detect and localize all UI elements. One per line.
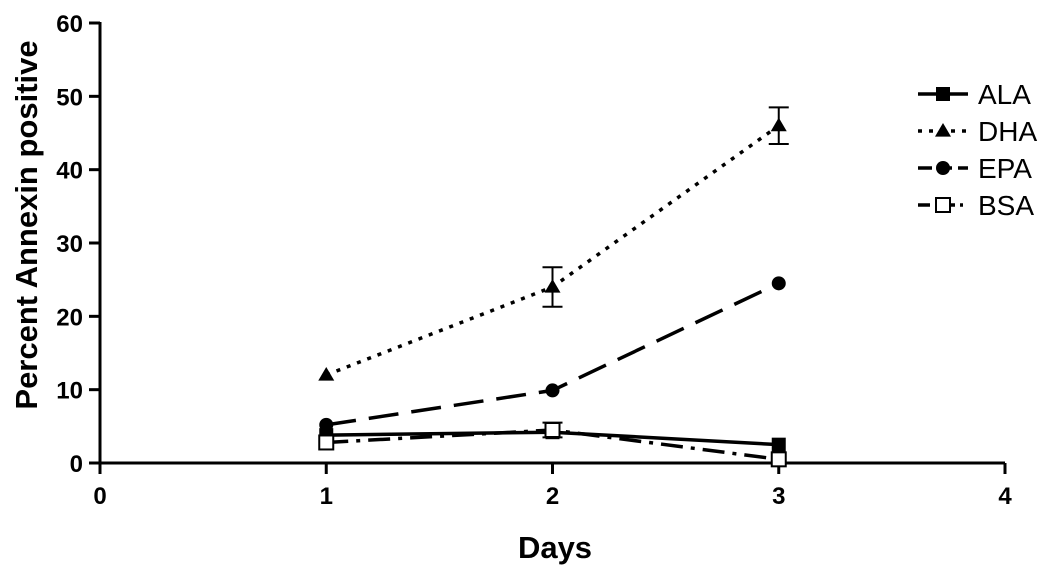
legend-marker	[936, 161, 950, 175]
x-tick-label: 1	[320, 483, 333, 510]
data-point-bsa	[770, 451, 787, 468]
legend-item-epa: EPA	[918, 153, 1032, 184]
y-tick-label: 20	[56, 304, 83, 331]
data-point-ala	[771, 437, 786, 452]
series-line-dha	[325, 124, 780, 377]
legend-item-bsa: BSA	[918, 190, 1034, 221]
series-layer	[318, 106, 789, 468]
series-dha	[318, 106, 789, 381]
data-point-dha	[544, 278, 561, 293]
y-tick-label: 50	[56, 84, 83, 111]
legend-marker	[935, 122, 951, 137]
x-axis-title: Days	[518, 530, 592, 565]
y-tick-label: 30	[56, 231, 83, 258]
legend-item-ala: ALA	[918, 79, 1031, 110]
data-point-epa	[319, 417, 334, 432]
legend-label: BSA	[978, 190, 1034, 221]
legend-label: DHA	[978, 116, 1037, 147]
legend: ALA DHA EPA BSA	[918, 79, 1037, 221]
legend-marker	[936, 87, 950, 101]
y-axis-title: Percent Annexin positive	[9, 40, 44, 409]
y-tick-label: 60	[56, 11, 83, 38]
x-tick-label: 3	[772, 483, 785, 510]
data-point-dha	[770, 117, 787, 132]
series-bsa	[318, 421, 787, 468]
data-point-epa	[545, 383, 560, 398]
legend-item-dha: DHA	[918, 116, 1037, 147]
x-tick-label: 2	[546, 483, 559, 510]
data-point-bsa	[318, 434, 335, 451]
legend-label: EPA	[978, 153, 1032, 184]
legend-label: ALA	[978, 79, 1031, 110]
series-epa	[319, 276, 786, 432]
data-point-dha	[318, 366, 335, 381]
y-tick-label: 40	[56, 158, 83, 185]
data-point-bsa	[544, 422, 561, 438]
data-point-epa	[771, 276, 786, 291]
legend-marker	[935, 197, 951, 213]
y-tick-label: 10	[56, 378, 83, 405]
x-tick-label: 0	[93, 483, 106, 510]
y-tick-label: 0	[70, 451, 83, 478]
x-tick-label: 4	[998, 483, 1012, 510]
